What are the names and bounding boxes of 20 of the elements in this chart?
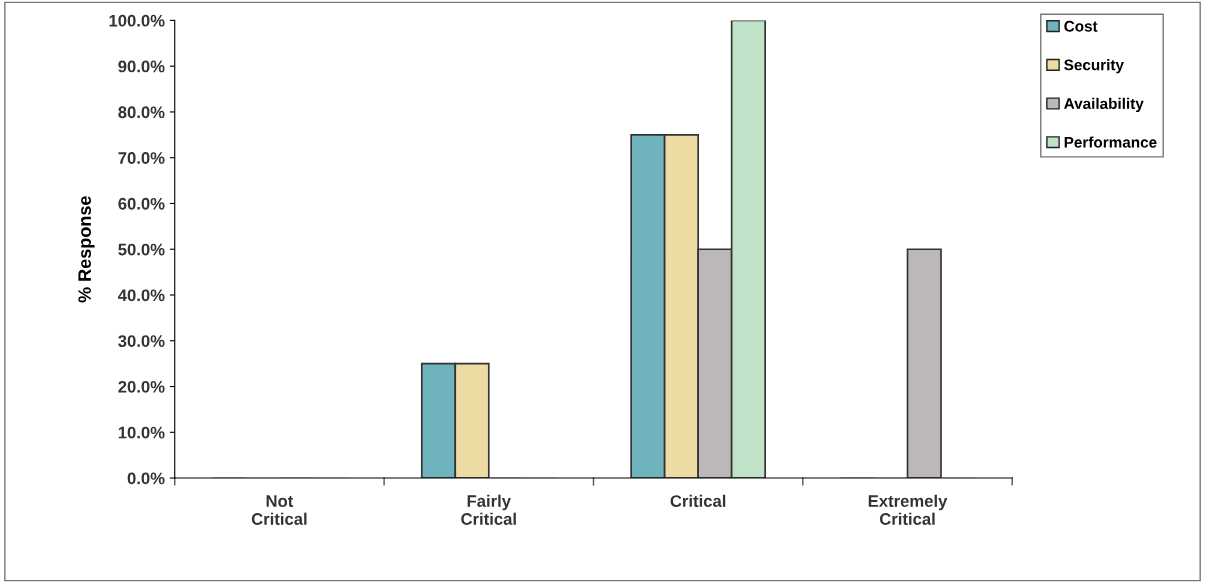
y-tick-label: 40.0%: [118, 289, 165, 302]
y-tick-label: 100.0%: [109, 14, 165, 27]
y-axis-title: % Response: [78, 196, 95, 303]
y-tick-label: 0.0%: [127, 472, 165, 485]
y-tick-label: 10.0%: [118, 426, 165, 439]
x-tick-label: Critical: [670, 494, 726, 507]
x-tick-label: Extremely Critical: [868, 494, 948, 525]
y-tick-label: 80.0%: [118, 106, 165, 119]
legend-label: Security: [1064, 59, 1124, 74]
x-tick-label: Not Critical: [251, 495, 307, 525]
legend-label: Availability: [1064, 97, 1144, 113]
y-tick-label: 60.0%: [118, 197, 165, 210]
y-tick-label: 70.0%: [118, 152, 165, 164]
legend-label: Cost: [1064, 20, 1098, 32]
x-tick-label: Fairly Critical: [461, 494, 516, 525]
y-tick-label: 50.0%: [118, 243, 165, 256]
y-tick-label: 30.0%: [118, 335, 165, 347]
legend-label: Performance: [1064, 136, 1157, 148]
y-tick-label: 20.0%: [118, 380, 165, 393]
y-tick-label: 90.0%: [118, 60, 165, 73]
